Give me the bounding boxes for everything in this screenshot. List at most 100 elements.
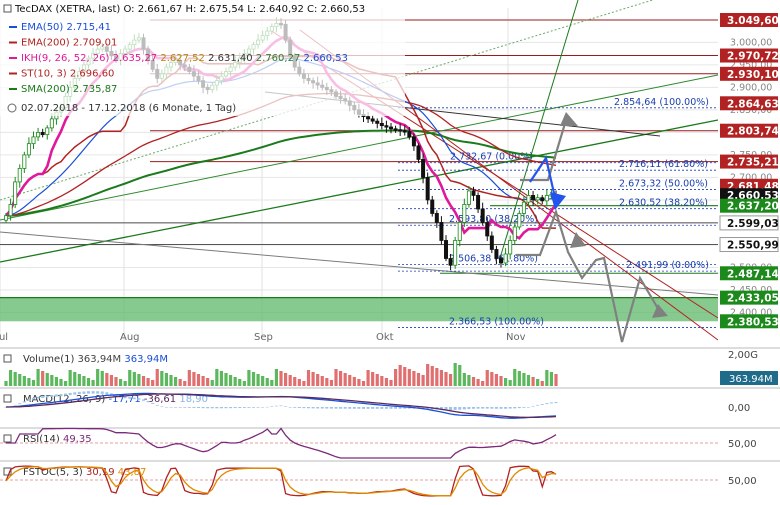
- volume-bar: [458, 365, 462, 386]
- volume-axis-label: 2,00G: [728, 350, 758, 361]
- volume-bar: [403, 367, 407, 386]
- candle-body: [26, 143, 31, 156]
- volume-bar: [407, 369, 411, 386]
- volume-bar: [242, 381, 246, 386]
- volume-bar: [329, 380, 334, 386]
- candle-body: [402, 130, 407, 133]
- macd-histogram-bar: [384, 407, 388, 409]
- volume-bar: [233, 377, 237, 386]
- volume-bar: [128, 370, 132, 386]
- legend-name: IKH(9, 26, 52, 26): [21, 53, 113, 64]
- macd-histogram-bar: [348, 407, 352, 409]
- macd-histogram-bar: [265, 406, 269, 408]
- support-zone: [0, 296, 718, 322]
- candle-body: [384, 125, 389, 128]
- price-tick-label: 2.400,00: [730, 308, 772, 319]
- volume-bar: [63, 381, 68, 386]
- price-tag-label: 2.487,14: [727, 268, 779, 280]
- fib-label: 2.854,64 (100.00%): [614, 97, 709, 108]
- macd-histogram-bar: [155, 404, 159, 406]
- panel-axis-label: 50,00: [728, 439, 757, 450]
- macd-histogram-bar: [540, 404, 544, 405]
- macd-histogram-bar: [261, 407, 265, 408]
- month-label: Sep: [254, 332, 273, 343]
- fib-label: 2.491,99 (0.00%): [626, 260, 709, 271]
- volume-bar: [426, 364, 430, 386]
- macd-histogram-bar: [210, 407, 214, 409]
- price-tag-label: 2.970,72: [727, 51, 779, 63]
- volume-bar: [4, 381, 8, 386]
- panel-value: 363,94M: [78, 354, 125, 365]
- volume-bar: [206, 378, 210, 386]
- volume-bar: [265, 378, 269, 386]
- volume-bar: [215, 369, 219, 386]
- month-label: Aug: [120, 332, 140, 343]
- legend-name: EMA(200): [21, 38, 73, 49]
- price-axis: 3.000,002.950,002.900,002.850,002.800,00…: [718, 8, 780, 340]
- macd-histogram-bar: [146, 401, 150, 403]
- volume-bar: [380, 376, 384, 386]
- candle-body: [462, 204, 467, 223]
- volume-bar: [549, 372, 554, 386]
- volume-bar: [508, 380, 512, 386]
- legend-value: 2.696,60: [70, 69, 115, 80]
- volume-bar: [160, 371, 164, 386]
- macd-histogram-bar: [64, 393, 68, 396]
- macd-histogram-bar: [59, 394, 63, 397]
- panel-collapse-icon: [3, 394, 12, 403]
- candle-body: [544, 195, 549, 202]
- macd-histogram-bar: [128, 397, 132, 399]
- candle-body: [489, 235, 494, 250]
- panel-name: Volume(1): [23, 354, 78, 365]
- volume-tag: [720, 371, 778, 385]
- volume-bar: [91, 380, 95, 386]
- volume-bar: [288, 375, 292, 386]
- macd-histogram-bar: [279, 405, 283, 407]
- macd-histogram-bar: [453, 407, 457, 410]
- panel-name: RSI(14): [23, 434, 63, 445]
- panel-label: Volume(1) 363,94M 363,94M: [23, 354, 168, 365]
- macd-histogram-bar: [485, 407, 489, 409]
- legend-label: IKH(9, 26, 52, 26) 2.635,27 2.627,52 2.6…: [21, 53, 348, 64]
- gray-arrowhead-down: [652, 304, 668, 318]
- volume-bar: [18, 374, 22, 386]
- panel-value: -17,71: [108, 394, 143, 405]
- macd-histogram-bar: [302, 407, 306, 409]
- macd-histogram-bar: [256, 407, 260, 408]
- legend-value: 2.760,27: [256, 53, 304, 64]
- price-tag: [720, 290, 778, 305]
- fib-label: 2.506,38 (61.80%): [449, 254, 538, 265]
- candle-body: [540, 197, 545, 202]
- long-uptrend-line: [0, 119, 719, 263]
- volume-bar: [453, 363, 457, 386]
- volume-bar: [196, 374, 201, 386]
- macd-histogram-bar: [531, 406, 535, 407]
- volume-bar: [82, 376, 86, 386]
- volume-bar: [393, 369, 398, 386]
- macd-histogram-bar: [233, 407, 237, 409]
- candle-body: [411, 136, 416, 147]
- volume-bar: [86, 378, 91, 386]
- macd-histogram-bar: [517, 407, 521, 409]
- macd-histogram-bar: [288, 407, 292, 408]
- volume-bar: [554, 374, 558, 386]
- volume-bar: [228, 375, 233, 386]
- macd-histogram-bar: [311, 407, 315, 409]
- clock-icon: [7, 103, 17, 113]
- macd-histogram-bar: [105, 392, 109, 395]
- volume-bar: [31, 380, 36, 386]
- rsi-line: [6, 427, 557, 459]
- volume-bar: [178, 379, 182, 386]
- volume-bar: [68, 370, 72, 386]
- volume-bar: [27, 378, 31, 386]
- candle-body: [36, 131, 41, 138]
- macd-histogram-bar: [467, 407, 471, 410]
- candle-body: [448, 258, 453, 266]
- volume-bar: [494, 374, 499, 386]
- price-tag-label: 2.433,05: [727, 293, 779, 305]
- collapse-icon: [3, 4, 12, 13]
- legend-name: ST(10, 3): [21, 69, 70, 80]
- macd-histogram-bar: [77, 391, 81, 395]
- price-tick-label: 2.950,00: [730, 60, 772, 71]
- volume-bar: [54, 377, 59, 386]
